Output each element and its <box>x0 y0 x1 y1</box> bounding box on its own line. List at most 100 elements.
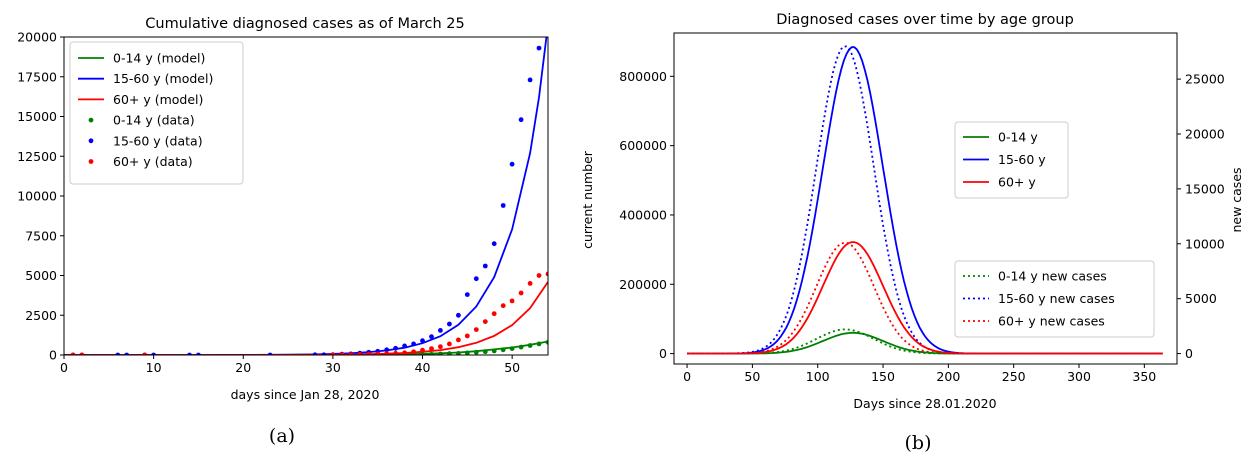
data-point-0-14-y-data <box>464 350 470 355</box>
x-tick-label: 150 <box>871 369 895 384</box>
data-point-15-60-y-data <box>438 328 443 333</box>
legend-label: 15-60 y new cases <box>998 291 1115 306</box>
x-tick-label: 20 <box>235 360 251 375</box>
chart-b-axes-frame <box>673 32 1178 365</box>
data-point-15-60-y-data <box>536 45 542 51</box>
legend-label: 15-60 y (model) <box>113 71 213 86</box>
chart-b-y2label: new cases <box>1229 167 1244 232</box>
data-point-0-14-y-data <box>509 346 515 351</box>
data-point-60-y-data <box>536 273 542 278</box>
data-point-0-14-y-data <box>456 351 461 355</box>
x-tick-label: 10 <box>146 360 162 375</box>
series-line-60-y-model <box>64 281 548 355</box>
y-tick-label: 800000 <box>619 69 667 84</box>
data-point-60-y-data <box>375 351 381 355</box>
data-point-15-60-y-data <box>447 321 452 327</box>
data-point-0-14-y-data <box>545 339 548 345</box>
y-tick-label: 5000 <box>25 268 57 283</box>
y-tick-label: 20000 <box>17 30 57 45</box>
data-point-60-y-data <box>438 344 443 350</box>
data-point-60-y-data <box>447 341 452 347</box>
y-tick-label: 10000 <box>17 189 57 204</box>
chart-b-ylabel: current number <box>580 150 595 249</box>
x-tick-label: 200 <box>936 369 960 384</box>
data-point-60-y-data <box>420 347 425 353</box>
data-point-0-14-y-data <box>500 347 506 353</box>
data-point-60-y-data <box>393 350 398 355</box>
y-tick-label: 2500 <box>25 308 57 323</box>
legend-label: 60+ y (data) <box>113 154 193 169</box>
y-tick-label: 600000 <box>619 138 667 153</box>
y-tick-label: 15000 <box>17 109 57 124</box>
chart-b-xlabel: Days since 28.01.2020 <box>853 396 996 411</box>
data-point-15-60-y-data <box>411 341 416 347</box>
x-tick-label: 100 <box>806 369 830 384</box>
y-tick-label: 17500 <box>17 69 57 84</box>
y-tick-label: 7500 <box>25 228 57 243</box>
data-point-15-60-y-data <box>420 338 425 344</box>
data-point-60-y-data <box>509 298 515 304</box>
data-point-15-60-y-data <box>115 352 121 355</box>
data-point-60-y-data <box>527 281 533 286</box>
chart-b-caption: (b) <box>905 432 932 454</box>
data-point-15-60-y-data <box>321 352 327 355</box>
data-point-0-14-y-data <box>420 352 425 355</box>
legend-label: 0-14 y (data) <box>113 113 195 128</box>
data-point-0-14-y-data <box>536 341 542 347</box>
data-point-0-14-y-data <box>518 344 524 350</box>
chart-a-caption: (a) <box>269 425 295 447</box>
legend-label: 60+ y <box>998 175 1036 190</box>
legend-label: 15-60 y <box>998 152 1046 167</box>
chart-b-legend-new-cases: 0-14 y new cases 15-60 y new cases 60+ y n… <box>954 260 1155 338</box>
x-tick-label: 50 <box>504 360 520 375</box>
data-point-15-60-y-data <box>527 77 533 83</box>
data-point-60-y-data <box>429 346 434 351</box>
data-point-60-y-data <box>491 311 497 317</box>
x-tick-label: 50 <box>744 369 760 384</box>
data-point-15-60-y-data <box>312 352 318 355</box>
data-point-15-60-y-data <box>464 292 470 297</box>
chart-a-xlabel: days since Jan 28, 2020 <box>231 387 380 402</box>
y2-tick-label: 15000 <box>1185 181 1225 196</box>
chart-b-legend-current: 0-14 y 15-60 y 60+ y <box>954 121 1069 199</box>
data-point-60-y-data <box>330 352 336 355</box>
x-tick-label: 30 <box>325 360 341 375</box>
data-point-0-14-y-data <box>473 349 479 355</box>
legend-marker-0-14-y-data <box>88 117 94 123</box>
data-point-60-y-data <box>142 352 148 355</box>
x-tick-label: 40 <box>415 360 431 375</box>
x-tick-label: 0 <box>683 369 691 384</box>
data-point-60-y-data <box>411 349 416 355</box>
data-point-0-14-y-data <box>429 351 434 355</box>
data-point-15-60-y-data <box>196 352 201 355</box>
y-tick-label: 12500 <box>17 149 57 164</box>
data-point-0-14-y-data <box>447 351 452 355</box>
data-point-60-y-data <box>545 271 548 277</box>
data-point-60-y-data <box>79 352 85 355</box>
data-point-15-60-y-data <box>509 161 515 167</box>
data-point-60-y-data <box>357 352 363 355</box>
legend-label: 60+ y new cases <box>998 314 1105 329</box>
chart-b: Diagnosed cases over time by age group 0… <box>580 12 1244 454</box>
data-point-60-y-data <box>464 333 470 339</box>
y-tick-label: 200000 <box>619 277 667 292</box>
series-line-60-y <box>687 241 1163 355</box>
chart-b-plot-area: 0 50 100 150 200 250 300 3500200000400000600000… <box>619 32 1225 384</box>
y-tick-label: 0 <box>659 346 667 361</box>
legend-frame <box>954 260 1155 338</box>
data-point-60-y-data <box>473 327 479 332</box>
x-tick-label: 250 <box>1002 369 1026 384</box>
data-point-0-14-y-data <box>482 349 488 355</box>
y-tick-label: 0 <box>49 348 57 363</box>
chart-b-title: Diagnosed cases over time by age group <box>776 12 1074 28</box>
legend-label: 0-14 y <box>998 130 1038 145</box>
x-tick-label: 350 <box>1132 369 1156 384</box>
data-point-15-60-y-data <box>456 312 461 318</box>
data-point-60-y-data <box>500 303 506 309</box>
chart-a-plot-area: 0 10 20 30 40 50 0 2500 5000 7500 10000 12500 15000 1… <box>17 30 549 375</box>
data-point-60-y-data <box>348 352 354 355</box>
data-point-60-y-data <box>384 351 390 355</box>
data-point-15-60-y-data <box>473 276 479 282</box>
legend-frame <box>954 121 1069 199</box>
data-point-0-14-y-data <box>491 348 497 354</box>
